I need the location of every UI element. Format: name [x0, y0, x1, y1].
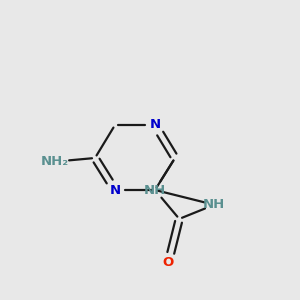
Text: NH₂: NH₂	[41, 155, 69, 168]
Text: O: O	[163, 256, 174, 269]
Text: N: N	[149, 118, 161, 131]
Text: NH: NH	[203, 198, 225, 211]
Text: N: N	[110, 184, 121, 196]
Text: NH: NH	[144, 184, 166, 196]
